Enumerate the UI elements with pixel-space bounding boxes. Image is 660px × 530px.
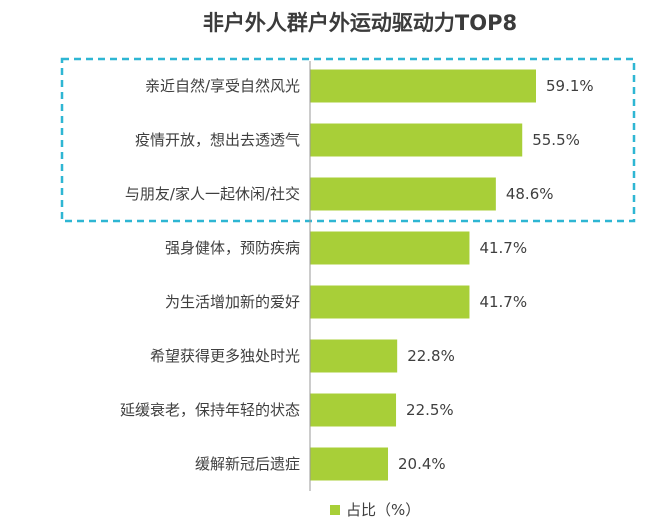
category-label: 希望获得更多独处时光 — [150, 347, 300, 365]
value-label: 22.5% — [406, 401, 454, 419]
bar-3 — [310, 177, 496, 211]
bar-8 — [310, 447, 389, 481]
legend-label: 占比（%） — [346, 501, 420, 519]
bar-1 — [310, 69, 536, 103]
chart-title: 非户外人群户外运动驱动力TOP8 — [203, 11, 517, 35]
value-label: 20.4% — [398, 455, 446, 473]
bar-6 — [310, 339, 398, 373]
category-label: 强身健体，预防疾病 — [165, 239, 300, 257]
bar-2 — [310, 123, 523, 157]
category-label: 为生活增加新的爱好 — [165, 293, 300, 311]
highlight-box — [60, 57, 636, 223]
value-label: 48.6% — [506, 185, 554, 203]
category-label: 延缓衰老，保持年轻的状态 — [120, 401, 300, 419]
value-label: 59.1% — [546, 77, 594, 95]
bar-7 — [310, 393, 397, 427]
bar-4 — [310, 231, 470, 265]
category-label: 疫情开放，想出去透透气 — [135, 131, 300, 149]
highlight-layer — [60, 57, 636, 223]
value-label: 22.8% — [407, 347, 455, 365]
legend-swatch — [330, 505, 340, 515]
value-label: 55.5% — [532, 131, 580, 149]
category-label: 与朋友/家人一起休闲/社交 — [125, 185, 300, 203]
value-label: 41.7% — [479, 239, 527, 257]
category-label: 缓解新冠后遗症 — [195, 455, 300, 473]
category-label: 亲近自然/享受自然风光 — [145, 77, 300, 95]
bar-5 — [310, 285, 470, 319]
bars-layer: 亲近自然/享受自然风光 59.1% 疫情开放，想出去透透气 55.5% 与朋友/家人一起… — [120, 69, 594, 481]
value-label: 41.7% — [479, 293, 527, 311]
legend: 占比（%） — [330, 501, 420, 519]
